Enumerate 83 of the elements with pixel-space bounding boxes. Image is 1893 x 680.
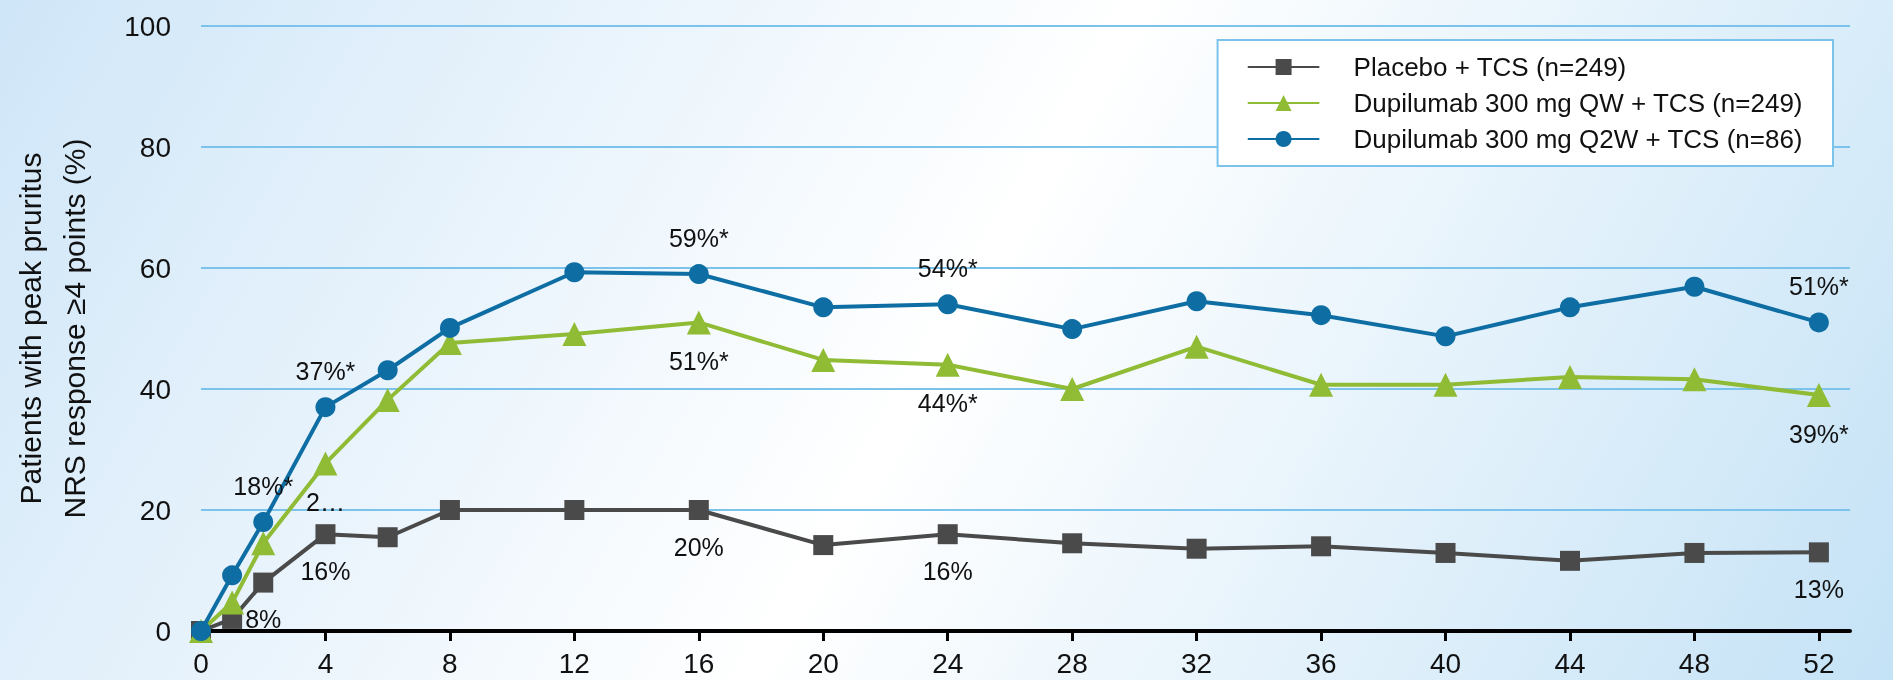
point bbox=[1311, 536, 1332, 557]
point bbox=[937, 524, 958, 545]
x-tick-label: 4 bbox=[317, 647, 334, 679]
point bbox=[1560, 297, 1580, 318]
data-label: 16% bbox=[922, 556, 973, 585]
point bbox=[1808, 312, 1829, 333]
point bbox=[937, 294, 958, 315]
point bbox=[1062, 319, 1083, 340]
point bbox=[813, 297, 834, 318]
point bbox=[1808, 542, 1829, 563]
data-label: 54%* bbox=[917, 253, 978, 282]
data-label: 44%* bbox=[917, 389, 978, 418]
point bbox=[1186, 538, 1207, 559]
point bbox=[222, 565, 243, 586]
point bbox=[811, 347, 836, 372]
point bbox=[813, 535, 834, 556]
point bbox=[1435, 542, 1456, 563]
data-label: 39%* bbox=[1789, 419, 1850, 448]
point bbox=[253, 572, 274, 593]
point bbox=[377, 360, 398, 381]
x-tick-label: 36 bbox=[1305, 647, 1337, 679]
x-tick-label: 16 bbox=[683, 647, 715, 679]
point bbox=[251, 531, 276, 556]
y-tick-label: 40 bbox=[139, 373, 171, 405]
y-tick-label: 0 bbox=[155, 615, 171, 647]
x-tick-label: 32 bbox=[1181, 647, 1213, 679]
x-tick-label: 20 bbox=[807, 647, 839, 679]
data-label: 59%* bbox=[668, 223, 729, 252]
point bbox=[1062, 533, 1083, 554]
point bbox=[688, 264, 709, 285]
x-tick-label: 0 bbox=[193, 647, 209, 679]
point bbox=[1682, 367, 1707, 392]
point bbox=[1060, 377, 1085, 401]
point bbox=[439, 500, 460, 520]
x-tick-label: 8 bbox=[442, 647, 458, 679]
point bbox=[1309, 372, 1334, 397]
y-tick-label: 20 bbox=[139, 494, 171, 526]
legend-label: Dupilumab 300 mg QW + TCS (n=249) bbox=[1353, 88, 1803, 118]
point bbox=[1557, 364, 1582, 389]
point bbox=[375, 387, 400, 412]
x-tick-label: 40 bbox=[1429, 647, 1462, 679]
data-label: 16% bbox=[300, 556, 351, 585]
point bbox=[1559, 550, 1580, 571]
x-tick-label: 44 bbox=[1554, 647, 1586, 679]
point bbox=[315, 397, 336, 418]
point bbox=[1435, 326, 1456, 347]
point bbox=[686, 310, 711, 335]
point bbox=[562, 321, 587, 346]
data-label: 13% bbox=[1793, 574, 1844, 603]
point bbox=[564, 500, 585, 520]
point bbox=[1806, 383, 1831, 408]
x-tick-label: 52 bbox=[1803, 647, 1835, 679]
data-label: 37%* bbox=[295, 356, 356, 385]
y-axis-title: Patients with peak pruritus NRS response ≥4 points (%) bbox=[13, 138, 91, 519]
y-tick-label: 100 bbox=[124, 10, 171, 42]
point bbox=[377, 527, 398, 548]
x-tick-label: 48 bbox=[1678, 647, 1711, 679]
point bbox=[935, 352, 960, 377]
point bbox=[315, 524, 336, 545]
data-label: 8% bbox=[245, 605, 282, 634]
x-tick-label: 24 bbox=[932, 647, 964, 679]
data-label: 51%* bbox=[1789, 271, 1850, 300]
data-label: 51%* bbox=[668, 346, 729, 375]
point bbox=[688, 500, 709, 520]
point bbox=[1684, 276, 1705, 297]
point bbox=[253, 512, 274, 533]
point bbox=[564, 262, 585, 283]
point bbox=[439, 317, 460, 338]
data-label: 20% bbox=[673, 532, 724, 561]
legend-label: Dupilumab 300 mg Q2W + TCS (n=86) bbox=[1353, 124, 1803, 154]
point bbox=[1186, 291, 1207, 312]
point bbox=[1184, 334, 1209, 359]
data-label: 2… bbox=[306, 487, 345, 516]
point bbox=[313, 451, 338, 476]
y-tick-label: 80 bbox=[139, 131, 171, 163]
point bbox=[1311, 305, 1332, 326]
x-tick-label: 28 bbox=[1056, 647, 1088, 679]
legend-label: Placebo + TCS (n=249) bbox=[1353, 52, 1627, 82]
x-tick-label: 12 bbox=[558, 647, 590, 679]
point bbox=[1684, 542, 1705, 563]
point bbox=[1433, 372, 1458, 397]
point bbox=[220, 590, 245, 615]
y-tick-label: 60 bbox=[139, 252, 171, 284]
